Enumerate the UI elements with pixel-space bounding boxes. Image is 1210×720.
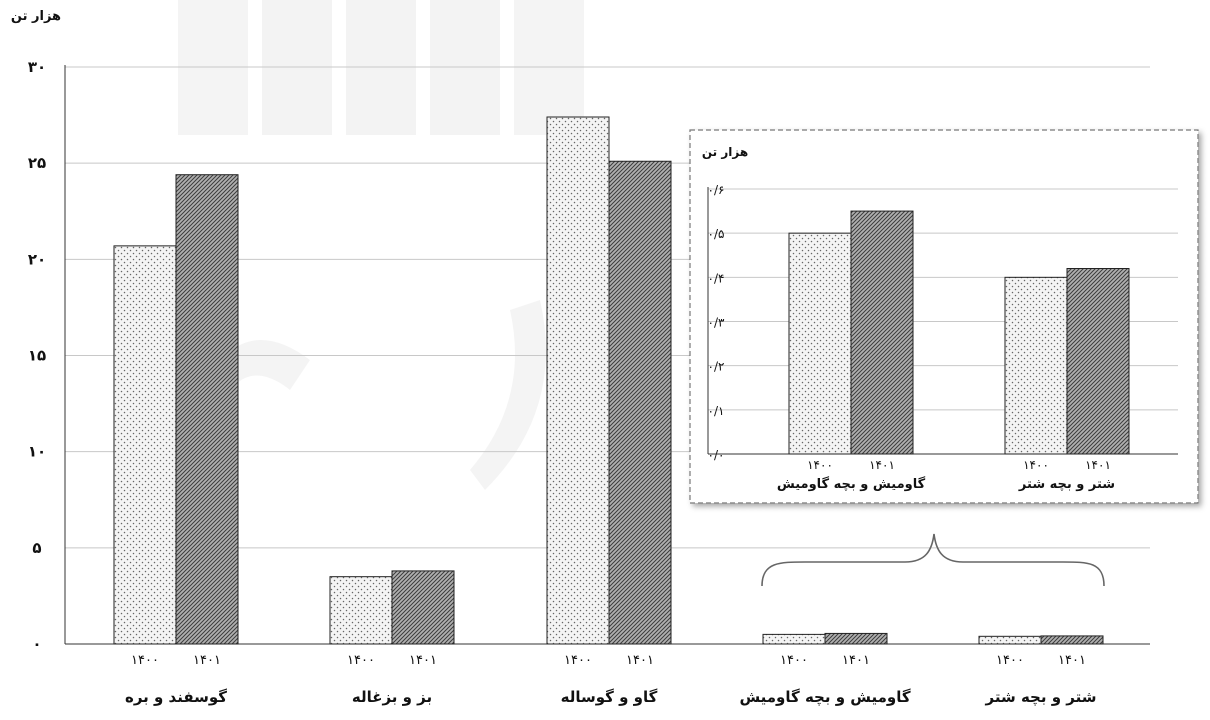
main-year-tick-label: ۱۴۰۰ [780, 653, 808, 668]
main-year-tick-label: ۱۴۰۰ [564, 653, 592, 668]
main-bar-1401 [1040, 635, 1104, 645]
main-category-label: گاومیش و بچه گاومیش [739, 688, 910, 707]
inset-year-tick-label: ۱۴۰۰ [807, 458, 833, 472]
main-y-tick-label: ۵ [32, 539, 41, 557]
inset-bar-1400 [788, 232, 852, 455]
watermark [178, 0, 584, 490]
main-year-tick-label: ۱۴۰۱ [1058, 653, 1086, 668]
inset-category-label: گاومیش و بچه گاومیش [777, 476, 926, 492]
main-year-tick-label: ۱۴۰۱ [193, 653, 221, 668]
main-y-tick-label: ۳۰ [28, 58, 46, 76]
main-bar-1400 [978, 635, 1042, 645]
main-y-tick-label: ۰ [32, 635, 41, 653]
inset-year-tick-label: ۱۴۰۰ [1023, 458, 1049, 472]
inset-y-tick-label: ۰/۵ [708, 227, 725, 241]
main-category-label: گاو و گوساله [561, 688, 658, 706]
main-y-tick-label: ۱۰ [28, 443, 46, 461]
main-bar-1401 [175, 174, 239, 645]
inset-y-tick-label: ۰/۰ [708, 448, 725, 462]
inset-y-tick-label: ۰/۴ [708, 271, 725, 285]
main-category-label: گوسفند و بره [125, 688, 227, 706]
main-bar-1401 [608, 160, 672, 645]
inset-y-tick-label: ۰/۲ [708, 360, 725, 374]
category-brace [761, 533, 1105, 587]
main-y-tick-label: ۲۰ [28, 250, 46, 268]
main-category-label: بز و بزغاله [352, 688, 432, 706]
main-bar-1400 [762, 633, 826, 645]
main-year-tick-label: ۱۴۰۱ [409, 653, 437, 668]
inset-panel: ۰/۰ ۰/۱ ۰/۲ ۰/۳ ۰/۴ ۰/۵ ۰/۶ هزار تن ۱۴۰۰ ۱۴۰۱ گاوم… [689, 129, 1199, 504]
main-year-tick-label: ۱۴۰۰ [996, 653, 1024, 668]
inset-y-tick-label: ۰/۳ [708, 316, 725, 330]
main-category-label: شتر و بچه شتر [985, 688, 1097, 707]
inset-bar-1401 [850, 210, 914, 455]
inset-chart: ۰/۰ ۰/۱ ۰/۲ ۰/۳ ۰/۴ ۰/۵ ۰/۶ هزار تن ۱۴۰۰ ۱۴۰۱ گاوم… [702, 145, 1178, 492]
main-y-tick-label: ۲۵ [28, 154, 46, 172]
inset-category-label: شتر و بچه شتر [1018, 477, 1115, 492]
inset-y-tick-label: ۰/۶ [708, 183, 725, 197]
main-bar-1400 [113, 245, 177, 645]
main-bar-1400 [546, 116, 610, 645]
inset-y-unit-label: هزار تن [702, 145, 748, 159]
inset-year-tick-label: ۱۴۰۱ [1085, 458, 1111, 472]
main-year-tick-label: ۱۴۰۱ [842, 653, 870, 668]
main-y-tick-label: ۱۵ [28, 347, 46, 365]
main-year-tick-label: ۱۴۰۰ [347, 653, 375, 668]
main-bar-1400 [329, 576, 393, 645]
inset-year-tick-label: ۱۴۰۱ [869, 458, 895, 472]
main-year-tick-label: ۱۴۰۰ [131, 653, 159, 668]
inset-y-tick-label: ۰/۱ [708, 404, 725, 418]
main-y-unit-label: هزار تن [11, 9, 61, 24]
main-bar-1401 [824, 632, 888, 645]
inset-bar-1401 [1066, 268, 1130, 455]
main-bar-1401 [391, 570, 455, 645]
inset-bar-1400 [1004, 276, 1068, 455]
main-year-tick-label: ۱۴۰۱ [626, 653, 654, 668]
